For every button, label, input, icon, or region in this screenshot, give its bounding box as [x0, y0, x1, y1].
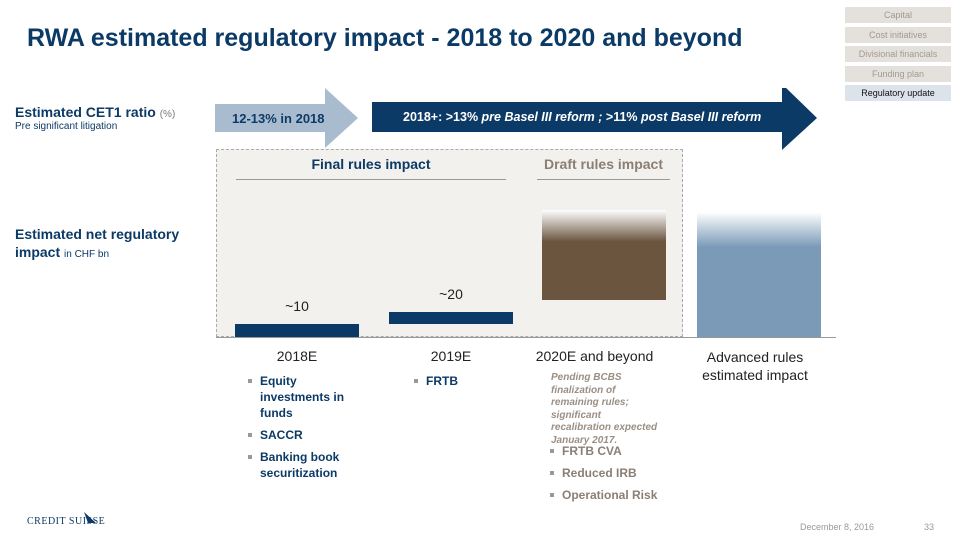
- nav-tab[interactable]: Capital: [845, 7, 951, 23]
- cet1-sub: Pre significant litigation: [15, 121, 118, 132]
- nav-tab[interactable]: Cost initiatives: [845, 26, 951, 43]
- arrow1-text: 12-13% in 2018: [232, 111, 325, 126]
- bar-2018E: [235, 324, 359, 337]
- bullets-2019: FRTB: [413, 373, 523, 395]
- final-rules-header: Final rules impact: [236, 156, 506, 180]
- bullet-item: Banking book securitization: [247, 449, 357, 481]
- nav-tab[interactable]: Funding plan: [845, 65, 951, 82]
- bullet-item: SACCR: [247, 427, 357, 443]
- bullets-2020: FRTB CVA Reduced IRB Operational Risk: [549, 443, 679, 509]
- bar-2019E: [389, 311, 513, 325]
- t: impact: [15, 244, 61, 260]
- footer-date: December 8, 2016: [800, 522, 875, 532]
- bullet-item: FRTB CVA: [549, 443, 679, 459]
- draft-note: Pending BCBS finalization of remaining r…: [551, 372, 658, 446]
- nav-tab[interactable]: Regulatory update: [845, 85, 951, 101]
- category-label: 2019E: [430, 348, 472, 364]
- cet1-unit: (%): [159, 109, 176, 120]
- page-number: 33: [924, 522, 935, 532]
- t: Estimated net regulatory: [15, 226, 180, 242]
- t: 2018+: >13%: [403, 110, 482, 124]
- sail-logo-icon: [84, 512, 96, 523]
- impact-label: Estimated net regulatory impact in CHF bn: [15, 225, 179, 264]
- bullet-item: Equity investments in funds: [247, 373, 357, 421]
- bullet-item: FRTB: [413, 373, 523, 389]
- cet1-label: Estimated CET1 ratio (%): [15, 104, 175, 120]
- baseline: [216, 337, 836, 338]
- category-label: 2020E and beyond: [535, 348, 654, 364]
- cet1-label-text: Estimated CET1 ratio: [15, 104, 156, 120]
- page-title: RWA estimated regulatory impact - 2018 t…: [27, 24, 743, 52]
- bullets-2018: Equity investments in funds SACCR Banking …: [247, 373, 357, 487]
- impact-unit: in CHF bn: [64, 249, 110, 260]
- arrow-2018: [215, 88, 358, 148]
- t: pre Basel III reform ;: [481, 110, 606, 124]
- t: post Basel III reform: [641, 110, 762, 124]
- bar-advanced-rules: [697, 212, 821, 337]
- category-label: 2018E: [276, 348, 318, 364]
- t: >11%: [605, 110, 642, 124]
- draft-rules-header: Draft rules impact: [537, 156, 670, 180]
- bullet-item: Reduced IRB: [549, 465, 679, 481]
- category-label: Advanced rules estimated impact: [690, 348, 820, 384]
- t: Advanced rules: [706, 349, 804, 365]
- cet1-arrows: [215, 88, 817, 150]
- arrow2-text: 2018+: >13% pre Basel III reform ; >11% …: [403, 110, 761, 124]
- bullet-item: Operational Risk: [549, 487, 679, 503]
- bar-2020E-draft: [542, 210, 666, 300]
- credit-suisse-logo: CREDIT SUISSE: [27, 516, 106, 527]
- nav-tab[interactable]: Divisional financials: [845, 46, 951, 62]
- arrow-2018-plus: [372, 88, 817, 150]
- data-label: ~10: [285, 298, 309, 315]
- data-label: ~20: [439, 285, 463, 302]
- t: estimated impact: [702, 367, 808, 383]
